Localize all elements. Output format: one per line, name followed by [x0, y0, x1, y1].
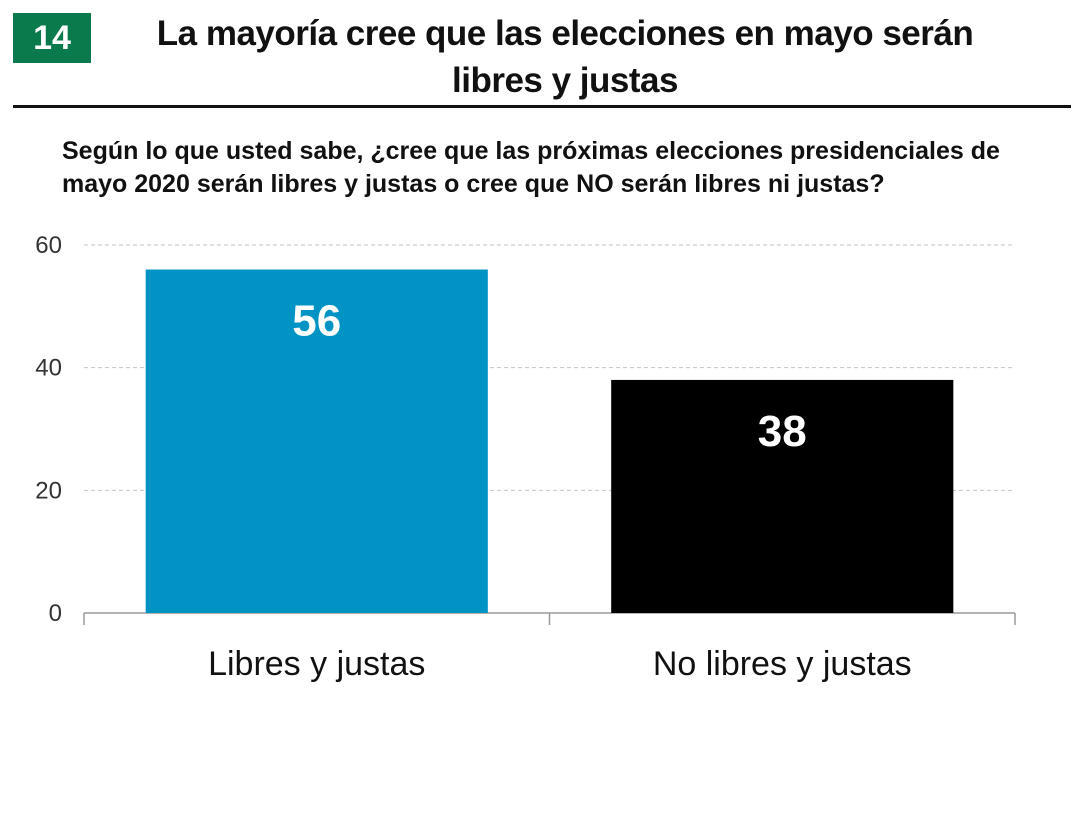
bar [145, 269, 488, 613]
y-tick-label: 0 [49, 600, 62, 627]
survey-question: Según lo que usted sabe, ¿cree que las p… [62, 137, 1000, 198]
y-tick-label: 20 [35, 477, 62, 504]
title-divider [13, 105, 1071, 108]
chart-number-badge: 14 [13, 13, 91, 63]
y-tick-label: 40 [35, 355, 62, 382]
y-tick-label: 60 [35, 232, 62, 259]
bar-value-label: 56 [292, 297, 341, 346]
bar [611, 379, 954, 613]
chart-title: La mayoría cree que las elecciones en ma… [156, 14, 974, 100]
bar-value-label: 38 [758, 407, 807, 456]
x-category-label: Libres y justas [208, 645, 425, 683]
x-category-label: No libres y justas [653, 645, 912, 683]
